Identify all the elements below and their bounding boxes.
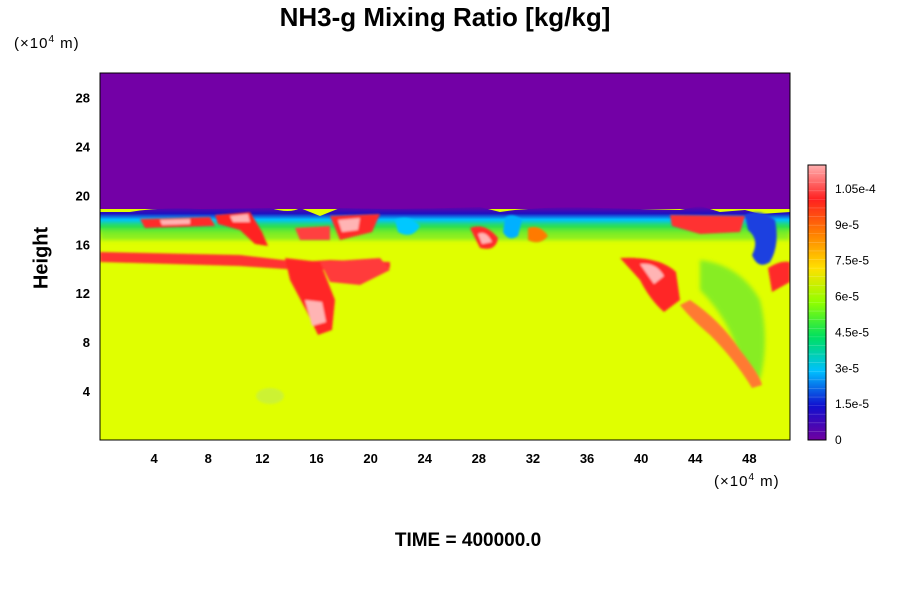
heatmap-field [100,73,790,440]
cyan-patch-2 [503,215,522,239]
x-tick-label: 20 [363,451,377,466]
blue-swirl-right [745,212,777,265]
x-tick-label: 44 [688,451,703,466]
colorbar-tick-label: 7.5e-5 [835,254,869,268]
x-tick-label: 4 [151,451,159,466]
x-tick-label: 24 [417,451,432,466]
colorbar [807,164,827,441]
x-tick-label: 12 [255,451,269,466]
colorbar-tick-label: 9e-5 [835,218,859,232]
plot-frame [99,72,791,441]
colorbar-frame [807,164,827,441]
colorbar-tick-label: 4.5e-5 [835,325,869,339]
x-tick-label: 48 [742,451,756,466]
colorbar-tick-label: 3e-5 [835,361,859,375]
time-label: TIME = [394,530,462,551]
y-axis-ticks: 4 8 12 16 20 24 28 [76,90,91,399]
x-axis-unit: (×104 m) [714,472,780,490]
y-tick-label: 16 [76,237,90,252]
x-tick-label: 8 [205,451,212,466]
y-axis-unit: (×104 m) [14,34,80,52]
y-tick-label: 20 [76,188,90,203]
colorbar-tick-label: 6e-5 [835,290,859,304]
pale-patch [256,388,284,404]
time-value: 400000.0 [461,530,542,551]
cyan-patch [395,218,420,235]
y-tick-label: 12 [76,286,90,301]
red-plumes [100,212,790,388]
green-streak-right [700,260,765,380]
x-tick-label: 36 [580,451,594,466]
colorbar-tick-label: 1.05e-4 [835,182,876,196]
chart-title: NH3-g Mixing Ratio [kg/kg] [279,2,611,32]
x-tick-label: 32 [526,451,540,466]
y-tick-label: 4 [83,384,91,399]
time-readout: TIME = 400000.0 [0,530,900,552]
colorbar-tick-label: 1.5e-5 [835,397,869,411]
colorbar-ticks: 0 1.5e-5 3e-5 4.5e-5 6e-5 7.5e-5 9e-5 1.05e-4 [835,182,876,447]
y-tick-label: 24 [76,139,91,154]
heatmap-upper [100,73,790,209]
colorbar-tick-label: 0 [835,433,842,447]
x-tick-label: 28 [472,451,486,466]
x-tick-label: 40 [634,451,648,466]
x-axis-ticks: 4 8 12 16 20 24 28 32 36 40 44 48 [151,451,757,466]
y-tick-label: 28 [76,90,90,105]
x-tick-label: 16 [309,451,323,466]
upper-green-layer [100,224,790,240]
y-tick-label: 8 [83,335,90,350]
colorbar-gradient [808,165,826,440]
